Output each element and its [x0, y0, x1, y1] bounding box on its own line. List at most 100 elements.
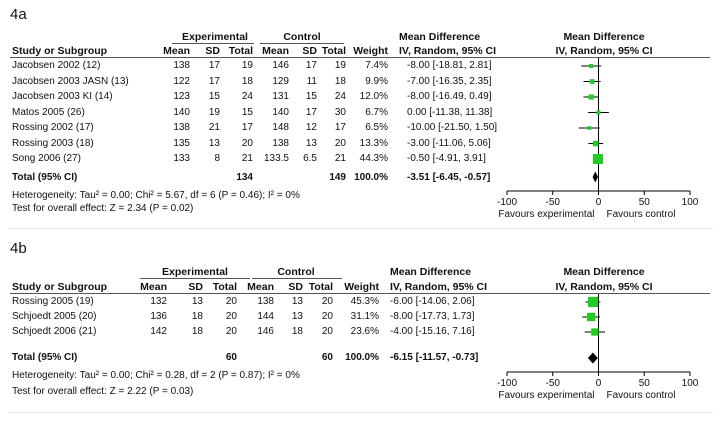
- pooled-diamond: [587, 352, 598, 364]
- x-tick-label: 0: [596, 197, 602, 208]
- cell-c-sd: 13: [291, 296, 303, 307]
- cell-c-mean: 146: [257, 326, 274, 337]
- cell-e-mean: 132: [150, 296, 167, 307]
- cell-e-sd: 13: [208, 137, 220, 149]
- cell-e-total: 21: [241, 153, 253, 164]
- md-header-bottom: IV, Random, 95% CI: [399, 45, 497, 57]
- weight-header: Weight: [353, 45, 388, 57]
- cell-e-mean: 136: [150, 311, 167, 322]
- cell-weight: 45.3%: [350, 296, 379, 307]
- experimental-group-header: Experimental: [182, 31, 248, 43]
- cell-weight: 9.9%: [365, 75, 388, 87]
- cell-c-mean: 131: [272, 91, 289, 102]
- x-tick-label: -50: [546, 197, 561, 208]
- cell-e-sd: 8: [214, 153, 220, 164]
- cell-c-mean: 138: [257, 296, 274, 307]
- cell-e-sd: 18: [191, 311, 203, 322]
- cell-e-sd: 21: [208, 122, 220, 133]
- cell-e-sd: 17: [208, 60, 220, 71]
- weight-header: Weight: [344, 281, 379, 293]
- x-tick-label: -100: [497, 378, 517, 389]
- e-mean-header: Mean: [163, 45, 190, 57]
- cell-c-sd: 15: [305, 91, 317, 102]
- e-mean-header: Mean: [140, 281, 167, 293]
- study-square: [586, 312, 596, 322]
- cell-name: Matos 2005 (26): [12, 106, 85, 118]
- cell-e-mean: 135: [173, 137, 190, 149]
- total-c-n: 149: [329, 172, 346, 183]
- total-label: Total (95% CI): [12, 172, 78, 183]
- cell-c-mean: 133.5: [263, 153, 289, 164]
- cell-weight: 31.1%: [350, 311, 379, 322]
- total-ci: -6.15 [-11.57, -0.73]: [390, 352, 479, 363]
- total-e-n: 134: [236, 172, 253, 183]
- cell-e-total: 19: [241, 60, 253, 71]
- cell-weight: 44.3%: [359, 153, 388, 164]
- cell-e-mean: 140: [173, 106, 190, 118]
- study-square: [593, 140, 599, 147]
- heterogeneity-text: Heterogeneity: Tau² = 0.00; Chi² = 0.28,…: [12, 370, 300, 381]
- cell-c-sd: 17: [305, 60, 317, 71]
- cell-name: Rossing 2002 (17): [12, 122, 94, 133]
- cell-e-mean: 138: [173, 122, 190, 133]
- favours-experimental-label: Favours experimental: [498, 209, 594, 220]
- cell-c-sd: 12: [305, 122, 317, 133]
- cell-name: Rossing 2005 (19): [12, 296, 94, 307]
- cell-e-sd: 17: [208, 75, 220, 87]
- cell-ci-text: -7.00 [-16.35, 2.35]: [407, 75, 492, 87]
- cell-e-total: 24: [241, 91, 253, 102]
- plot-header-top: Mean Difference: [563, 31, 645, 43]
- cell-e-sd: 13: [191, 296, 203, 307]
- total-c-n: 60: [321, 352, 333, 363]
- total-weight: 100.0%: [345, 352, 379, 363]
- cell-c-total: 21: [334, 153, 346, 164]
- pooled-diamond: [592, 171, 598, 183]
- total-e-n: 60: [225, 352, 237, 363]
- study-square: [591, 328, 599, 336]
- cell-c-sd: 13: [305, 137, 317, 149]
- cell-c-total: 20: [334, 137, 346, 149]
- total-ci: -3.51 [-6.45, -0.57]: [407, 172, 491, 183]
- heterogeneity-text: Heterogeneity: Tau² = 0.00; Chi² = 5.67,…: [12, 190, 300, 201]
- panel-separator: [8, 228, 713, 229]
- cell-c-total: 20: [321, 311, 333, 322]
- experimental-group-header: Experimental: [162, 266, 228, 278]
- cell-c-total: 18: [334, 75, 346, 87]
- cell-e-total: 20: [241, 137, 253, 149]
- cell-c-total: 24: [334, 91, 346, 102]
- favours-control-label: Favours control: [607, 390, 676, 401]
- c-sd-header: SD: [288, 281, 303, 293]
- cell-e-total: 20: [225, 326, 237, 337]
- md-header-top: Mean Difference: [390, 266, 472, 278]
- cell-weight: 13.3%: [359, 137, 388, 149]
- experimental-underline: [172, 43, 254, 44]
- cell-e-sd: 15: [208, 91, 220, 102]
- cell-weight: 12.0%: [359, 91, 388, 102]
- cell-c-mean: 148: [272, 122, 289, 133]
- forest-plot: -100 -50 0 50 100 Favours experimental Favours…: [497, 58, 699, 220]
- e-total-header: Total: [228, 45, 253, 57]
- forest-plot: -100 -50 0 50 100 Favours experimental Favours…: [497, 294, 699, 401]
- cell-ci-text: -0.50 [-4.91, 3.91]: [407, 153, 486, 164]
- c-total-header: Total: [321, 45, 346, 57]
- total-weight: 100.0%: [354, 172, 388, 183]
- cell-c-mean: 140: [272, 106, 289, 118]
- cell-c-sd: 18: [291, 326, 303, 337]
- cell-e-sd: 18: [191, 326, 203, 337]
- total-label: Total (95% CI): [12, 352, 78, 363]
- cell-c-sd: 11: [306, 75, 317, 87]
- c-mean-header: Mean: [262, 45, 289, 57]
- cell-ci-text: -10.00 [-21.50, 1.50]: [407, 122, 498, 133]
- cell-c-total: 30: [334, 106, 346, 118]
- x-tick-label: 100: [682, 378, 699, 389]
- md-header-bottom: IV, Random, 95% CI: [390, 281, 488, 293]
- study-square: [587, 126, 592, 130]
- cell-c-mean: 146: [272, 60, 289, 71]
- cell-ci-text: -3.00 [-11.06, 5.06]: [407, 137, 491, 149]
- cell-name: Schjoedt 2005 (20): [12, 311, 97, 322]
- cell-name: Jacobsen 2003 JASN (13): [12, 75, 129, 87]
- study-column-header: Study or Subgroup: [12, 45, 108, 57]
- x-tick-label: 50: [639, 197, 651, 208]
- x-tick-label: 50: [639, 378, 651, 389]
- cell-e-total: 18: [241, 75, 253, 87]
